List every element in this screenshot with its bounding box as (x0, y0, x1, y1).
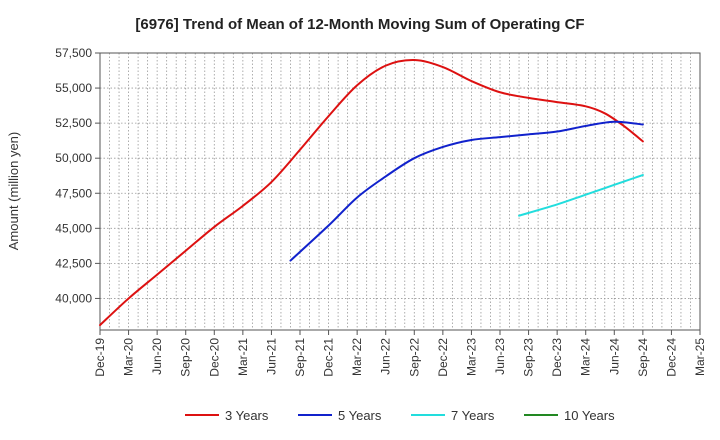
y-axis-label: Amount (million yen) (6, 132, 21, 251)
x-tick-label: Mar-23 (464, 338, 478, 376)
y-tick-label: 50,000 (55, 151, 92, 165)
x-tick-label: Jun-23 (493, 338, 507, 375)
x-tick-label: Mar-22 (350, 338, 364, 376)
x-tick-label: Sep-22 (407, 338, 421, 377)
y-tick-label: 45,000 (55, 221, 92, 235)
series-line-5-years (289, 120, 644, 262)
series-group (99, 59, 644, 327)
x-tick-label: Dec-20 (207, 338, 221, 377)
y-axis: 40,000 42,500 45,000 47,500 50,000 52,500 55,0… (55, 46, 100, 305)
y-tick-label: 52,500 (55, 116, 92, 130)
x-tick-label: Sep-20 (179, 338, 193, 377)
legend-label-3-years: 3 Years (225, 408, 269, 423)
y-tick-label: 55,000 (55, 81, 92, 95)
x-tick-label: Sep-24 (636, 338, 650, 377)
series-line-3-years (99, 59, 644, 327)
x-tick-label: Jun-24 (607, 338, 621, 375)
chart-title: [6976] Trend of Mean of 12-Month Moving … (135, 16, 584, 33)
legend: 3 Years 5 Years 7 Years 10 Years (185, 408, 615, 423)
plot-area (99, 52, 701, 331)
x-tick-label: Dec-19 (93, 338, 107, 377)
x-tick-label: Mar-21 (236, 338, 250, 376)
x-tick-label: Dec-21 (322, 338, 336, 377)
legend-label-7-years: 7 Years (451, 408, 495, 423)
x-tick-label: Mar-20 (122, 338, 136, 376)
x-tick-label: Dec-23 (550, 338, 564, 377)
x-tick-label: Dec-22 (436, 338, 450, 377)
y-tick-label: 40,000 (55, 291, 92, 305)
x-tick-label: Jun-22 (379, 338, 393, 375)
x-tick-label: Dec-24 (664, 338, 678, 377)
x-tick-label: Mar-25 (693, 338, 707, 376)
x-axis: Dec-19 Mar-20 Jun-20 Sep-20 Dec-20 Mar-21 Jun-… (93, 330, 707, 377)
x-tick-label: Jun-20 (150, 338, 164, 375)
y-tick-label: 42,500 (55, 256, 92, 270)
y-tick-label: 47,500 (55, 186, 92, 200)
x-tick-label: Mar-24 (579, 338, 593, 376)
grid (100, 52, 700, 330)
y-tick-label: 57,500 (55, 46, 92, 60)
x-tick-label: Sep-21 (293, 338, 307, 377)
x-tick-label: Sep-23 (522, 338, 536, 377)
legend-label-10-years: 10 Years (564, 408, 615, 423)
legend-label-5-years: 5 Years (338, 408, 382, 423)
series-line-7-years (518, 174, 644, 217)
x-tick-label: Jun-21 (264, 338, 278, 375)
